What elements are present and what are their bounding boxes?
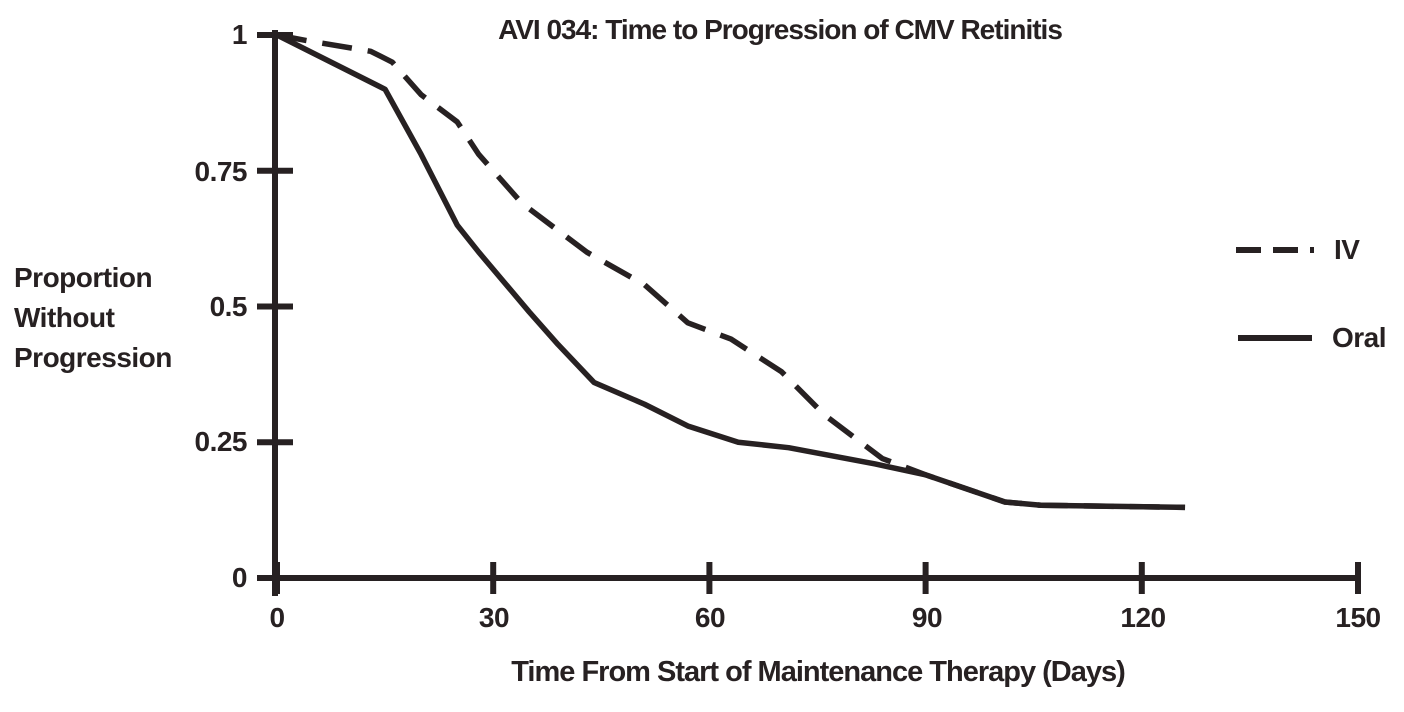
y-axis-label: Proportion Without Progression [14,258,172,378]
x-tick-label-30: 30 [478,602,510,633]
legend-item-oral: Oral [1238,322,1387,354]
y-tick-label-0: 0 [231,562,248,593]
chart-title: AVI 034: Time to Progression of CMV Reti… [498,14,1063,45]
x-axis-title: Time From Start of Maintenance Therapy (… [511,656,1126,688]
legend-oral-label: Oral [1332,322,1387,353]
y-axis-label-line-2: Without [14,302,115,333]
iv-curve [276,32,1186,511]
y-tick-label-025: 0.25 [194,426,248,457]
y-tick-label-05: 0.5 [209,291,248,322]
y-tick-label-1: 1 [231,19,248,50]
x-tick-label-120: 120 [1120,602,1166,633]
oral-curve [275,32,1186,511]
x-tick-label-90: 90 [911,602,943,633]
solid-line-icon [1238,335,1312,341]
legend-item-iv: IV [1236,234,1360,266]
x-tick-label-60: 60 [694,602,726,633]
x-tick-label-0: 0 [269,602,285,633]
y-tick-label-075: 0.75 [194,156,248,187]
y-axis-label-line-3: Progression [14,342,172,373]
y-axis-label-line-1: Proportion [14,262,153,293]
legend-iv-label: IV [1334,234,1360,265]
dashed-line-icon [1236,247,1314,253]
x-tick-label-150: 150 [1335,602,1381,633]
